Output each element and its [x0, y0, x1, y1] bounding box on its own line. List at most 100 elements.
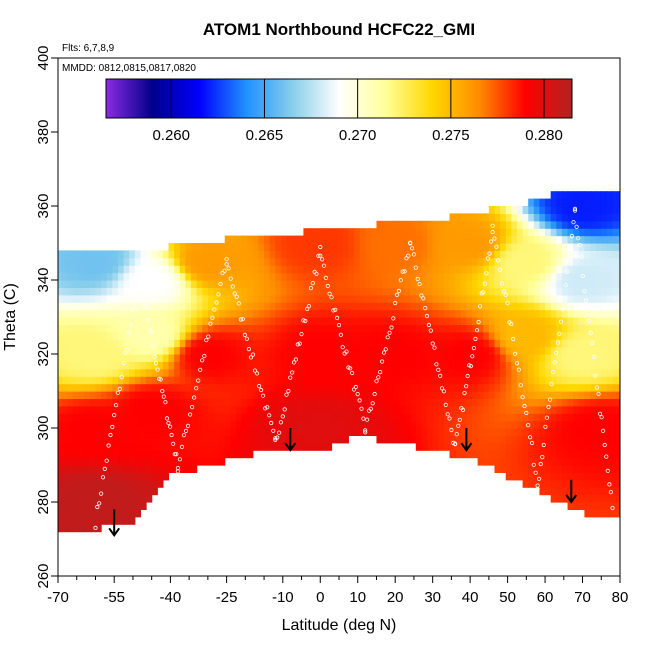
- heatmap-cell: [573, 442, 580, 451]
- heatmap-cell: [185, 272, 192, 281]
- heatmap-cell: [185, 324, 192, 333]
- heatmap-cell: [584, 472, 591, 481]
- heatmap-cell: [387, 243, 394, 251]
- heatmap-cell: [320, 420, 327, 429]
- heatmap-cell: [516, 250, 524, 259]
- heatmap-cell: [460, 331, 467, 340]
- heatmap-cell: [320, 324, 327, 333]
- heatmap-cell: [528, 479, 535, 488]
- heatmap-cell: [280, 309, 288, 318]
- sample-point: [361, 416, 366, 421]
- sample-point: [110, 424, 115, 430]
- heatmap-cell: [382, 272, 389, 281]
- heatmap-cell: [415, 257, 423, 266]
- heatmap-cell: [500, 442, 507, 451]
- heatmap-cell: [606, 250, 614, 259]
- heatmap-cell: [438, 243, 445, 251]
- heatmap-cell: [241, 287, 248, 296]
- heatmap-cell: [511, 354, 518, 362]
- heatmap-cell: [174, 465, 181, 473]
- heatmap-cell: [224, 257, 231, 266]
- heatmap-cell: [162, 280, 170, 288]
- heatmap-cell: [500, 465, 507, 473]
- heatmap-cell: [117, 413, 125, 422]
- heatmap-cell: [269, 354, 276, 362]
- heatmap-cell: [618, 457, 620, 466]
- sample-point: [333, 307, 338, 312]
- heatmap-cell: [309, 324, 316, 333]
- heatmap-cell: [618, 317, 620, 325]
- heatmap-cell: [264, 309, 271, 318]
- heatmap-cell: [58, 346, 63, 355]
- heatmap-cell: [213, 287, 220, 296]
- heatmap-cell: [78, 465, 85, 473]
- heatmap-cell: [230, 405, 237, 414]
- heatmap-cell: [207, 250, 215, 259]
- heatmap-cell: [584, 398, 591, 407]
- heatmap-cell: [466, 265, 473, 274]
- heatmap-cell: [286, 317, 293, 325]
- heatmap-cell: [162, 302, 170, 311]
- heatmap-cell: [275, 420, 282, 429]
- heatmap-cell: [78, 457, 85, 466]
- heatmap-cell: [174, 391, 181, 399]
- heatmap-cell: [618, 191, 620, 200]
- heatmap-cell: [320, 442, 327, 451]
- heatmap-cell: [393, 383, 400, 392]
- sample-point: [308, 285, 313, 291]
- heatmap-cell: [78, 376, 85, 385]
- heatmap-cell: [477, 302, 484, 311]
- heatmap-cell: [460, 272, 467, 281]
- heatmap-cell: [460, 361, 467, 370]
- heatmap-cell: [404, 383, 411, 392]
- x-tick-label: 80: [612, 589, 629, 606]
- heatmap-cell: [303, 442, 310, 451]
- heatmap-cell: [219, 442, 226, 451]
- heatmap-cell: [309, 346, 316, 355]
- sample-point: [331, 308, 336, 313]
- heatmap-cell: [292, 294, 299, 303]
- heatmap-cell: [140, 398, 147, 407]
- heatmap-cell: [303, 354, 310, 362]
- heatmap-cell: [280, 428, 288, 436]
- heatmap-cell: [460, 398, 467, 407]
- heatmap-cell: [410, 428, 417, 436]
- heatmap-cell: [235, 280, 243, 288]
- heatmap-cell: [230, 309, 237, 318]
- heatmap-cell: [292, 243, 299, 251]
- heatmap-cell: [505, 309, 512, 318]
- heatmap-cell: [387, 368, 394, 377]
- heatmap-cell: [275, 354, 282, 362]
- heatmap-cell: [443, 398, 451, 407]
- sample-point: [299, 331, 304, 337]
- heatmap-cell: [331, 383, 338, 392]
- heatmap-cell: [533, 309, 541, 318]
- heatmap-cell: [505, 257, 512, 266]
- heatmap-cell: [601, 376, 608, 385]
- heatmap-cell: [500, 287, 507, 296]
- heatmap-cell: [415, 287, 423, 296]
- heatmap-cell: [247, 405, 254, 414]
- heatmap-cell: [320, 398, 327, 407]
- heatmap-cell: [89, 339, 97, 348]
- heatmap-cell: [618, 383, 620, 392]
- heatmap-cell: [612, 280, 619, 288]
- heatmap-cell: [398, 413, 406, 422]
- heatmap-cell: [309, 435, 316, 444]
- heatmap-cell: [134, 272, 142, 281]
- heatmap-cell: [241, 272, 248, 281]
- heatmap-cell: [235, 413, 243, 422]
- heatmap-cell: [112, 339, 119, 348]
- heatmap-cell: [196, 354, 203, 362]
- heatmap-cell: [590, 309, 597, 318]
- heatmap-cell: [618, 331, 620, 340]
- heatmap-cell: [455, 376, 462, 385]
- heatmap-cell: [612, 450, 619, 459]
- heatmap-cell: [595, 346, 602, 355]
- sample-point: [540, 454, 545, 460]
- heatmap-cell: [500, 383, 507, 392]
- heatmap-cell: [511, 331, 518, 340]
- sample-point: [568, 246, 573, 252]
- sample-point: [605, 468, 610, 473]
- heatmap-cell: [573, 331, 580, 340]
